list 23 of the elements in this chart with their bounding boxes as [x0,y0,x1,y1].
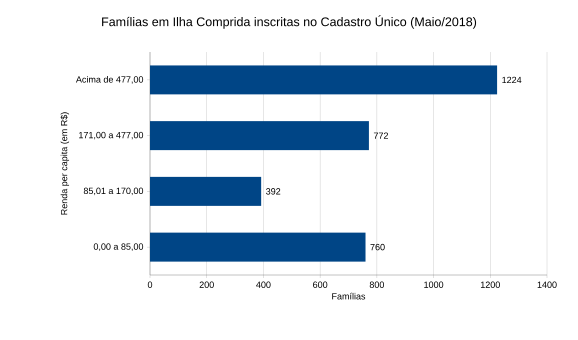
data-label: 772 [374,132,388,139]
data-label: 760 [370,244,385,250]
bar [150,232,366,262]
data-label: 392 [266,188,280,195]
bar [150,176,262,206]
chart-title: Famílias em Ilha Comprida inscritas no Cadastro Único (Maio/2018) [102,15,476,29]
x-tick-label: 800 [370,282,384,288]
y-tick-label: 85,01 a 170,00 [84,188,144,196]
y-axis-title: Renda per capita (em R$) [60,112,70,215]
x-tick-label: 1000 [424,282,444,288]
bar [150,65,498,94]
x-tick-label: 600 [313,282,328,288]
x-tick-label: 400 [256,282,271,288]
x-tick-label: 1200 [480,282,500,288]
x-tick-label: 1400 [538,282,557,288]
y-tick-label: 171,00 a 477,00 [79,132,144,140]
x-axis-title: Famílias [332,292,366,300]
x-tick-label: 200 [200,282,214,288]
y-tick-label: Acima de 477,00 [76,76,144,84]
y-tick-label: 0,00 a 85,00 [94,243,144,251]
data-label: 1224 [502,76,522,84]
bar [150,121,369,150]
x-tick-label: 0 [148,282,152,288]
